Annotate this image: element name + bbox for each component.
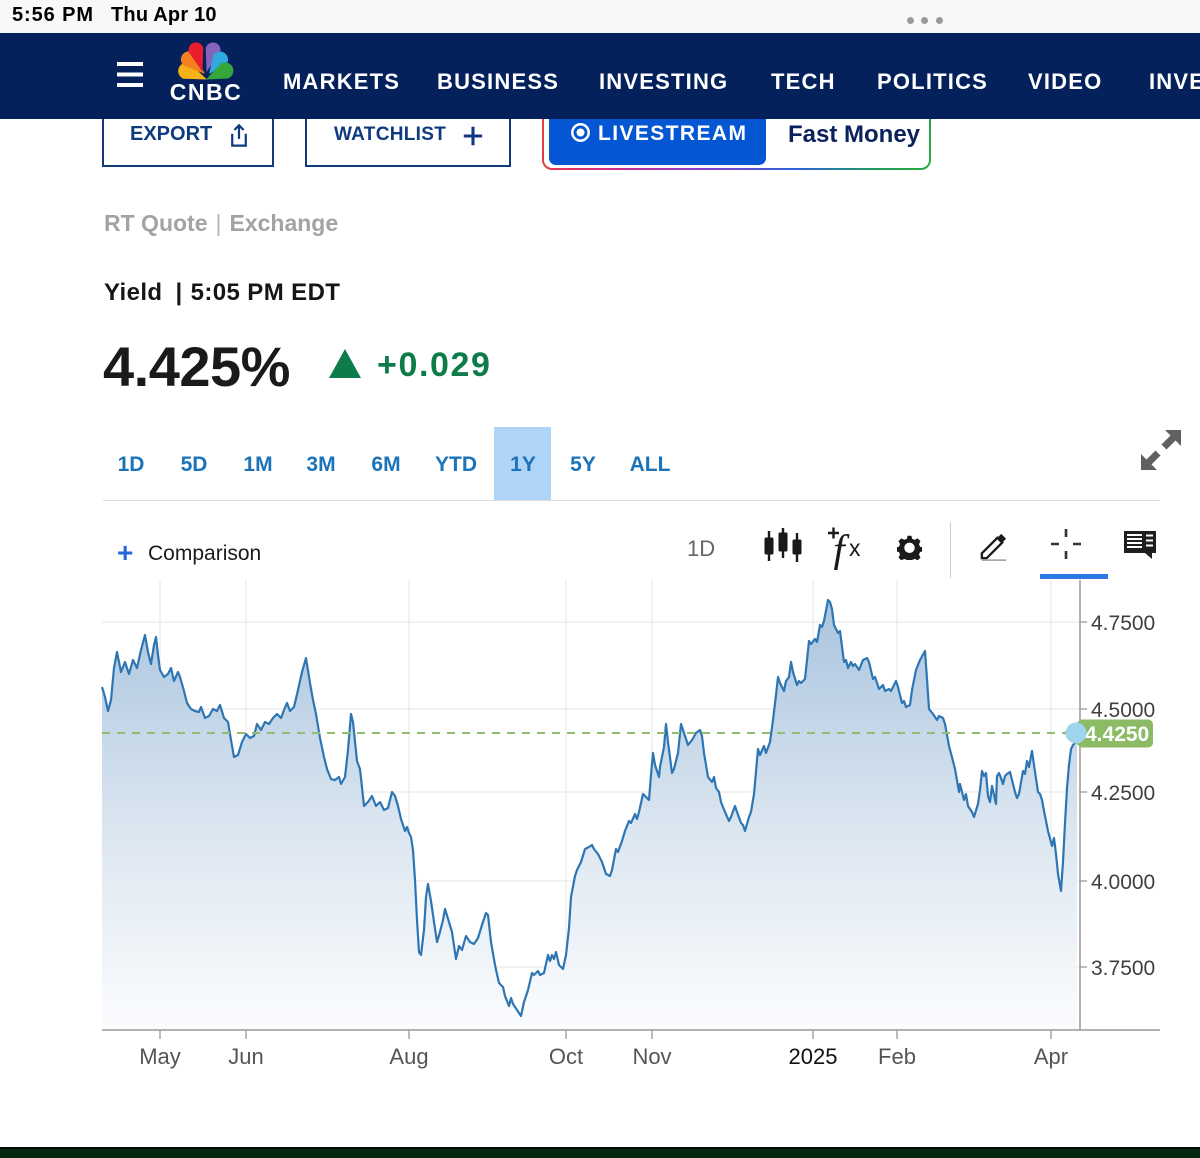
- svg-text:4.7500: 4.7500: [1091, 612, 1155, 635]
- svg-text:2025: 2025: [789, 1044, 838, 1069]
- svg-text:4.4250: 4.4250: [1085, 723, 1149, 746]
- svg-text:x: x: [849, 535, 861, 561]
- svg-text:3.7500: 3.7500: [1091, 957, 1155, 980]
- svg-text:CNBC: CNBC: [170, 79, 242, 103]
- svg-text:Jun: Jun: [228, 1044, 263, 1069]
- svg-text:Feb: Feb: [878, 1044, 916, 1069]
- svg-text:Nov: Nov: [632, 1044, 671, 1069]
- svg-text:4.5000: 4.5000: [1091, 699, 1155, 722]
- svg-text:May: May: [139, 1044, 181, 1069]
- svg-text:Aug: Aug: [389, 1044, 428, 1069]
- svg-text:4.0000: 4.0000: [1091, 871, 1155, 894]
- svg-text:Apr: Apr: [1034, 1044, 1068, 1069]
- svg-text:4.2500: 4.2500: [1091, 782, 1155, 805]
- svg-text:Oct: Oct: [549, 1044, 583, 1069]
